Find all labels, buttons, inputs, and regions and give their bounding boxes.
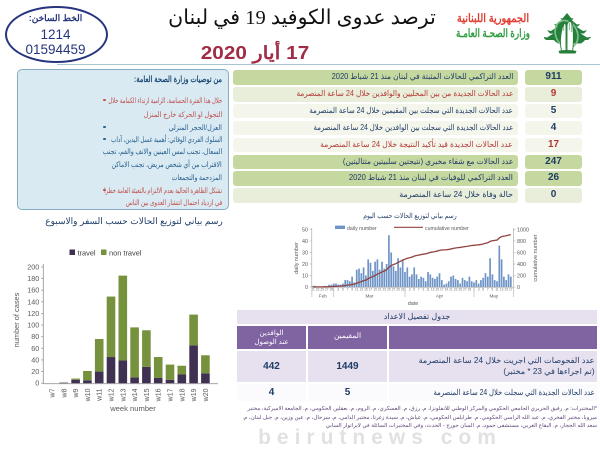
svg-text:140: 140 [27, 297, 39, 306]
svg-text:11: 11 [426, 288, 430, 292]
svg-text:Apr: Apr [436, 294, 444, 299]
svg-text:9: 9 [351, 288, 353, 292]
svg-text:13: 13 [431, 288, 435, 292]
svg-text:10: 10 [302, 273, 308, 279]
svg-text:800: 800 [517, 239, 526, 245]
svg-text:23: 23 [454, 288, 458, 292]
svg-text:25: 25 [458, 288, 462, 292]
svg-text:week number: week number [109, 404, 156, 413]
svg-text:Mar: Mar [365, 294, 373, 299]
svg-text:27: 27 [325, 288, 329, 292]
svg-text:20: 20 [31, 367, 39, 376]
svg-text:15: 15 [435, 288, 439, 292]
svg-text:w10: w10 [85, 388, 92, 402]
svg-text:13: 13 [500, 288, 504, 292]
svg-text:25: 25 [387, 288, 391, 292]
svg-text:400: 400 [517, 262, 526, 268]
svg-text:120: 120 [27, 309, 39, 318]
svg-text:non travel: non travel [109, 249, 142, 258]
svg-text:25: 25 [320, 288, 324, 292]
svg-text:travel: travel [78, 249, 96, 258]
svg-text:29: 29 [396, 288, 400, 292]
svg-text:date: date [408, 301, 419, 307]
svg-text:15: 15 [364, 288, 368, 292]
svg-text:29: 29 [330, 288, 334, 292]
svg-text:160: 160 [27, 286, 39, 295]
svg-text:19: 19 [445, 288, 449, 292]
svg-text:3: 3 [337, 288, 339, 292]
svg-text:200: 200 [517, 273, 526, 279]
svg-text:7: 7 [418, 288, 420, 292]
svg-text:w7: w7 [50, 388, 57, 398]
svg-text:50: 50 [302, 227, 308, 233]
svg-text:number of cases: number of cases [12, 292, 21, 347]
svg-text:w9: w9 [73, 388, 80, 398]
svg-text:3: 3 [409, 288, 411, 292]
svg-text:w8: w8 [61, 388, 68, 398]
svg-text:23: 23 [316, 288, 320, 292]
svg-text:21: 21 [449, 288, 453, 292]
svg-text:w14: w14 [132, 388, 139, 402]
svg-text:29: 29 [468, 288, 472, 292]
svg-text:0: 0 [35, 379, 39, 388]
svg-text:180: 180 [27, 274, 39, 283]
svg-text:w19: w19 [191, 388, 198, 402]
svg-text:13: 13 [360, 288, 364, 292]
svg-text:5: 5 [413, 288, 415, 292]
svg-text:cumulative number: cumulative number [425, 226, 469, 232]
svg-text:23: 23 [383, 288, 387, 292]
svg-text:cumulative number: cumulative number [533, 234, 539, 281]
svg-text:17: 17 [440, 288, 444, 292]
svg-text:daily number: daily number [294, 242, 300, 274]
svg-text:9: 9 [423, 288, 425, 292]
svg-text:5: 5 [342, 288, 344, 292]
svg-text:600: 600 [517, 250, 526, 256]
svg-text:Feb: Feb [319, 294, 327, 299]
svg-text:21: 21 [378, 288, 382, 292]
svg-text:w12: w12 [109, 388, 116, 402]
svg-text:17: 17 [509, 288, 513, 292]
svg-text:200: 200 [27, 262, 39, 271]
svg-text:w11: w11 [97, 388, 104, 401]
svg-text:May: May [489, 294, 498, 299]
svg-text:w20: w20 [203, 388, 210, 402]
svg-text:w17: w17 [168, 388, 175, 402]
svg-text:21: 21 [311, 288, 315, 292]
svg-text:31: 31 [401, 288, 405, 292]
svg-text:17: 17 [369, 288, 373, 292]
svg-text:daily number: daily number [347, 226, 377, 232]
svg-text:0: 0 [305, 285, 308, 291]
svg-text:100: 100 [27, 321, 39, 330]
svg-text:19: 19 [373, 288, 377, 292]
svg-text:11: 11 [355, 288, 359, 292]
svg-text:w18: w18 [179, 388, 186, 402]
svg-text:80: 80 [31, 332, 39, 341]
svg-text:40: 40 [31, 355, 39, 364]
svg-text:40: 40 [302, 239, 308, 245]
svg-text:30: 30 [302, 250, 308, 256]
svg-text:27: 27 [463, 288, 467, 292]
svg-text:5: 5 [482, 288, 484, 292]
svg-text:15: 15 [504, 288, 508, 292]
svg-text:0: 0 [517, 285, 520, 291]
svg-text:3: 3 [478, 288, 480, 292]
svg-text:27: 27 [392, 288, 396, 292]
svg-text:w13: w13 [120, 388, 127, 402]
svg-text:9: 9 [492, 288, 494, 292]
svg-text:7: 7 [487, 288, 489, 292]
svg-text:w16: w16 [156, 388, 163, 402]
svg-text:11: 11 [495, 288, 499, 292]
svg-text:60: 60 [31, 344, 39, 353]
svg-text:w15: w15 [144, 388, 151, 402]
svg-text:20: 20 [302, 262, 308, 268]
svg-text:1000: 1000 [517, 227, 529, 233]
svg-text:7: 7 [347, 288, 349, 292]
